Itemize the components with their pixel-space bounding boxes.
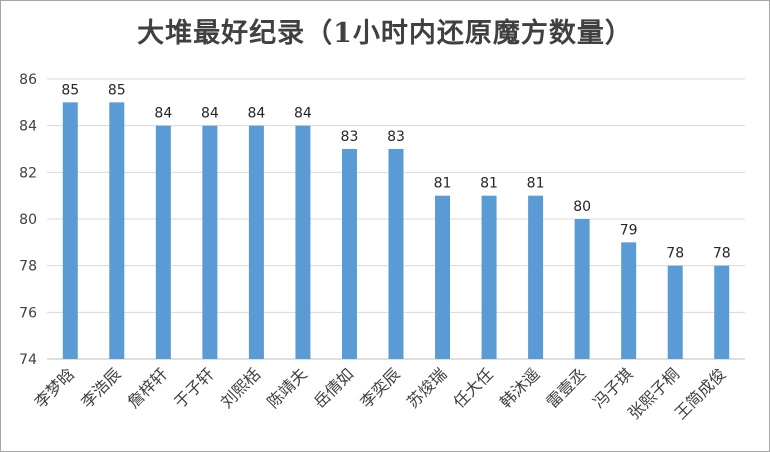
bar bbox=[248, 125, 264, 360]
bar bbox=[621, 242, 637, 359]
data-label: 84 bbox=[201, 106, 219, 122]
y-tick-label: 80 bbox=[19, 212, 37, 228]
x-tick-label: 刘熙栝 bbox=[217, 364, 264, 411]
data-label: 80 bbox=[573, 199, 591, 215]
data-label: 83 bbox=[341, 129, 359, 145]
data-label: 85 bbox=[108, 82, 126, 98]
bar bbox=[202, 125, 218, 360]
y-tick-label: 76 bbox=[19, 305, 37, 321]
bar bbox=[481, 195, 497, 359]
data-label: 78 bbox=[666, 246, 684, 262]
bar bbox=[295, 125, 311, 360]
y-tick-label: 82 bbox=[19, 165, 37, 181]
x-tick-label: 李浩辰 bbox=[77, 364, 124, 411]
x-tick-label: 韩沐遥 bbox=[496, 364, 543, 411]
data-label: 84 bbox=[154, 106, 172, 122]
x-tick-label: 陈靖夫 bbox=[263, 364, 310, 411]
y-tick-label: 78 bbox=[19, 259, 37, 275]
y-tick-label: 74 bbox=[19, 352, 37, 368]
bar bbox=[667, 265, 683, 359]
data-label: 81 bbox=[480, 176, 498, 192]
data-label: 85 bbox=[61, 82, 79, 98]
bar bbox=[388, 149, 404, 359]
data-label: 84 bbox=[294, 106, 312, 122]
x-tick-label: 李梦晗 bbox=[31, 364, 78, 411]
data-label: 81 bbox=[527, 176, 545, 192]
bar bbox=[435, 195, 451, 359]
x-tick-label: 李奕辰 bbox=[356, 364, 403, 411]
data-label: 83 bbox=[387, 129, 405, 145]
x-tick-label: 任大任 bbox=[450, 364, 497, 411]
x-tick-label: 雷壹丞 bbox=[543, 364, 590, 411]
x-tick-label: 詹梓轩 bbox=[124, 364, 171, 411]
data-label: 78 bbox=[713, 246, 731, 262]
bar bbox=[714, 265, 730, 359]
bar bbox=[109, 102, 125, 359]
bar bbox=[341, 149, 357, 359]
bar bbox=[528, 195, 544, 359]
y-tick-label: 86 bbox=[19, 72, 37, 88]
x-tick-label: 于子轩 bbox=[170, 364, 217, 411]
x-tick-label: 苏焌瑞 bbox=[403, 364, 450, 411]
bar bbox=[155, 125, 171, 360]
y-tick-label: 84 bbox=[19, 119, 37, 135]
data-label: 79 bbox=[620, 222, 638, 238]
data-label: 81 bbox=[434, 176, 452, 192]
data-label: 84 bbox=[247, 106, 265, 122]
bar bbox=[62, 102, 78, 359]
chart-title: 大堆最好纪录（1小时内还原魔方数量） bbox=[137, 18, 633, 49]
bar bbox=[574, 219, 590, 359]
x-tick-label: 岳倩如 bbox=[310, 364, 357, 411]
x-tick-label: 王简成俊 bbox=[671, 364, 730, 423]
